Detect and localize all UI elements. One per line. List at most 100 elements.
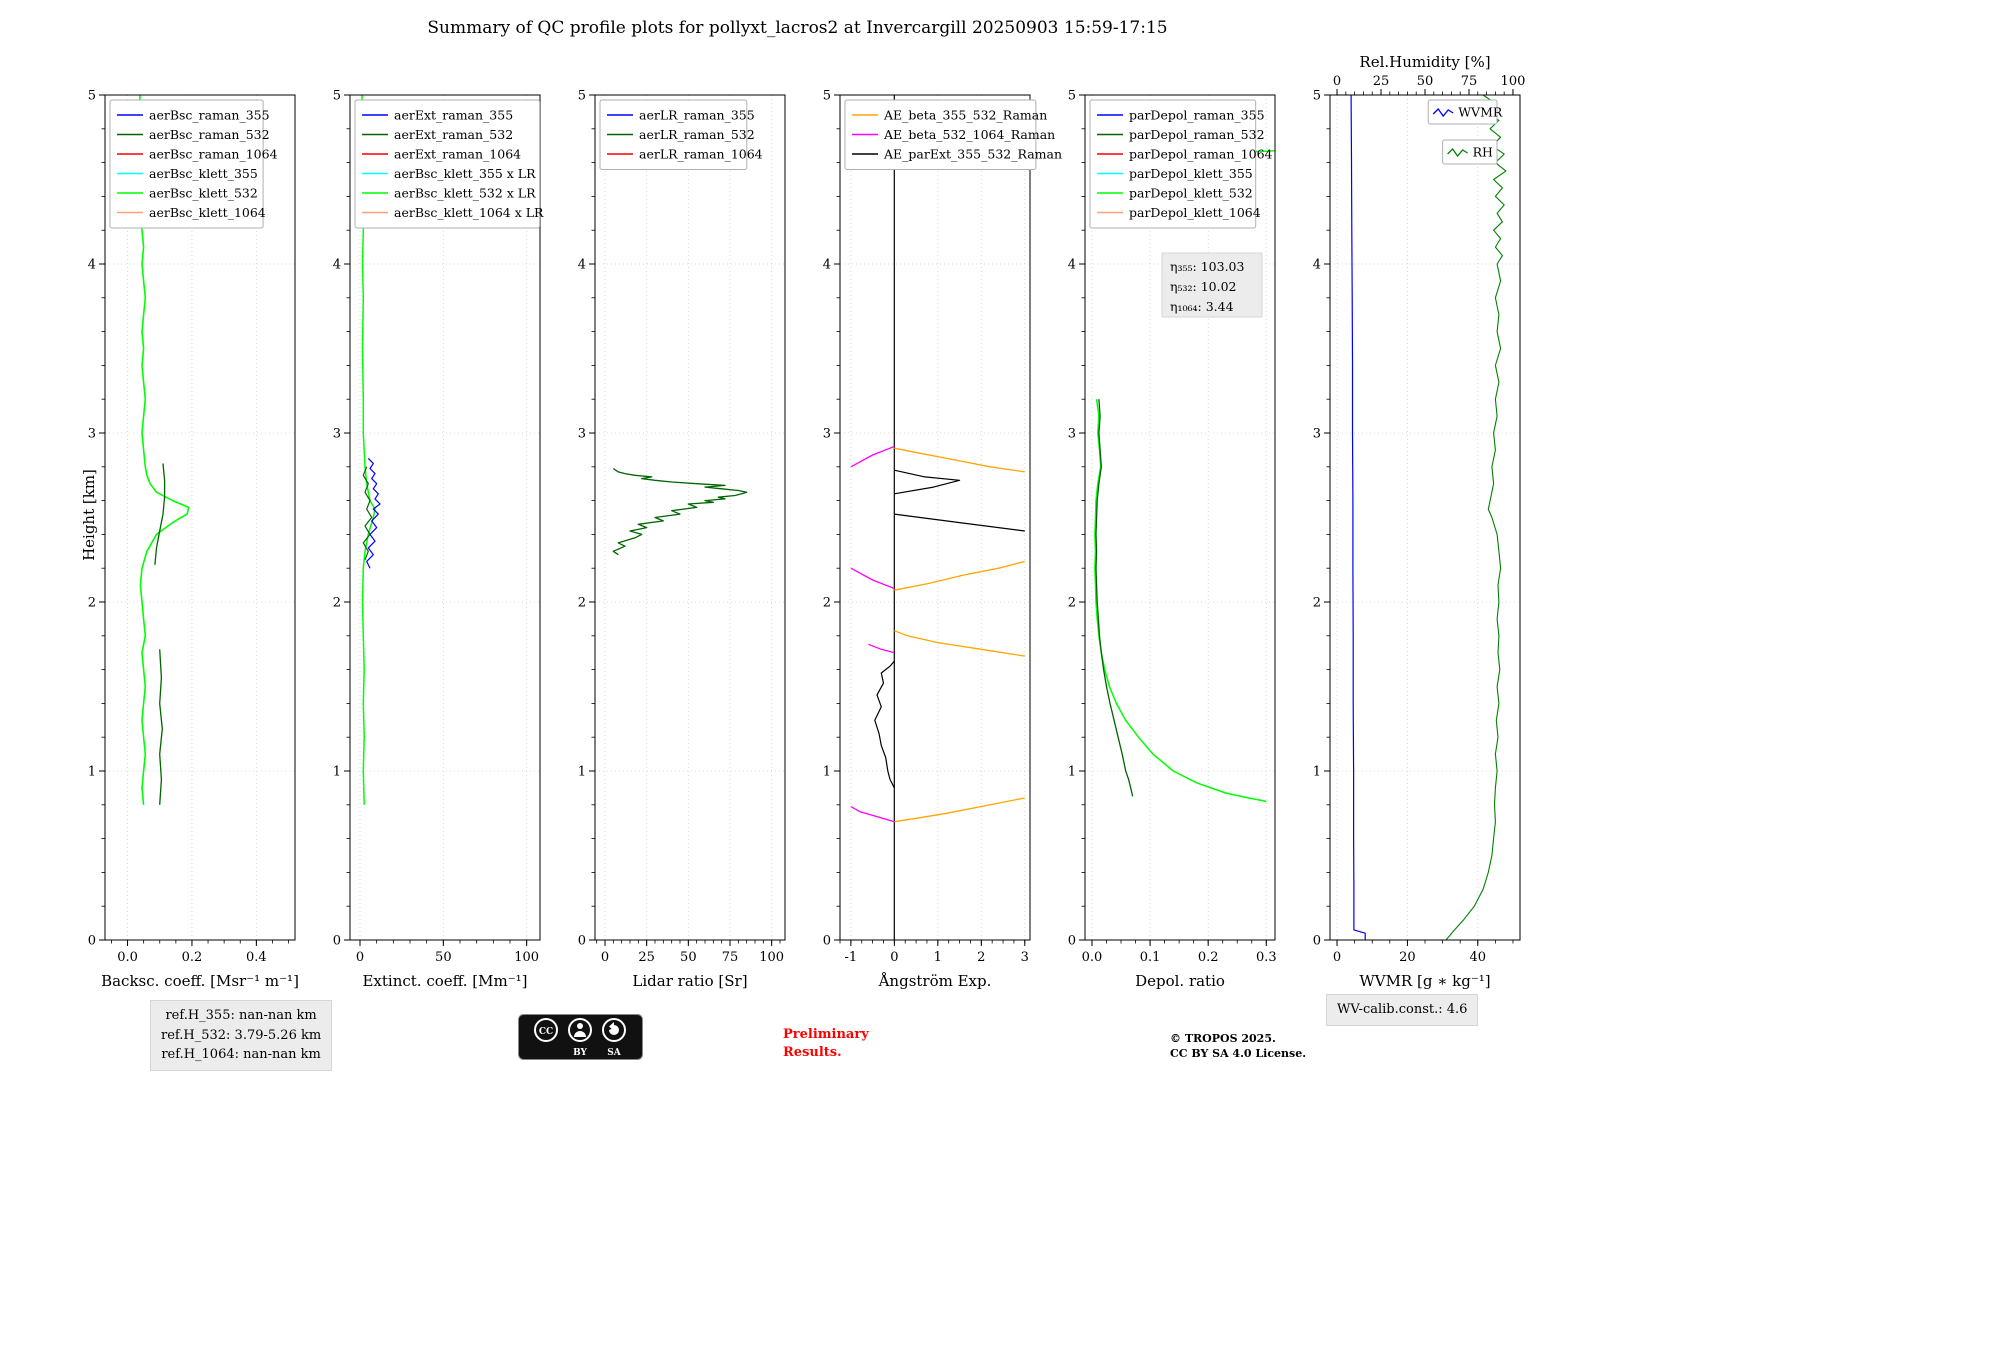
- series-AE_beta_532_1064_Raman: [850, 805, 895, 823]
- x-axis-label: Extinct. coeff. [Mm⁻¹]: [362, 972, 527, 990]
- legend: aerBsc_raman_355 aerBsc_raman_532 aerBsc_r…: [109, 99, 278, 229]
- sa-arrow-glyph: [609, 1022, 619, 1035]
- x-tick-label: 50: [435, 950, 452, 965]
- y-tick-label: 2: [578, 596, 586, 611]
- top-tick-label: 100: [1501, 74, 1526, 89]
- x-tick-label: 0.3: [1256, 950, 1277, 965]
- plot-border: [594, 94, 786, 941]
- y-tick-label: 4: [823, 258, 831, 273]
- x-tick-label: 0: [890, 950, 898, 965]
- y-tick-label: 5: [88, 89, 96, 104]
- series-AE_beta_532_1064_Raman: [850, 445, 895, 468]
- x-axis-label: WVMR [g ∗ kg⁻¹]: [1359, 972, 1490, 990]
- x-axis-label: Backsc. coeff. [Msr⁻¹ m⁻¹]: [101, 972, 299, 990]
- axis-ticks: 0 1 2 3 4 5 0.0 0.2 0.4: [88, 89, 289, 965]
- series-AE_beta_355_532_Raman: [894, 447, 1025, 473]
- x-tick-label: 75: [722, 950, 739, 965]
- tropos-line2: CC BY SA 4.0 License.: [1170, 1047, 1307, 1061]
- y-tick-label: 3: [88, 427, 96, 442]
- y-tick-label: 2: [1068, 596, 1076, 611]
- tropos-line1: © TROPOS 2025.: [1170, 1032, 1276, 1045]
- gridlines: [1085, 94, 1275, 941]
- gridlines: [105, 94, 295, 941]
- y-tick-label: 3: [1313, 427, 1321, 442]
- y-tick-label: 3: [578, 427, 586, 442]
- y-tick-label: 2: [333, 596, 341, 611]
- y-tick-label: 0: [823, 934, 831, 949]
- x-tick-label: 25: [638, 950, 655, 965]
- legend-label: parDepol_klett_532: [1129, 186, 1253, 201]
- legend-label: parDepol_klett_355: [1129, 166, 1253, 181]
- x-tick-label: 0.0: [1082, 950, 1103, 965]
- gridlines: [840, 94, 1030, 941]
- y-tick-label: 2: [1313, 596, 1321, 611]
- y-tick-label: 1: [333, 765, 341, 780]
- legend-label: parDepol_klett_1064: [1129, 205, 1261, 220]
- annotation-line: η₁₀₆₄: 3.44: [1170, 299, 1234, 314]
- gridlines: [595, 94, 785, 941]
- series-parDepol_klett_532: [1094, 399, 1267, 803]
- series-AE_beta_532_1064_Raman: [868, 643, 895, 654]
- y-tick-label: 0: [88, 934, 96, 949]
- y-tick-label: 5: [823, 89, 831, 104]
- x-tick-label: 0.1: [1140, 950, 1161, 965]
- series-aerBsc_raman_532: [159, 649, 163, 805]
- preliminary-line2: Results.: [783, 1044, 842, 1060]
- series-AE_beta_355_532_Raman: [894, 630, 1025, 657]
- x-tick-label: 0: [601, 950, 609, 965]
- legend-label: RH: [1473, 145, 1493, 160]
- x-tick-label: 100: [759, 950, 784, 965]
- top-axis-label: Rel.Humidity [%]: [1359, 53, 1490, 71]
- cc-icon: [534, 1018, 558, 1042]
- series-RH: [1445, 95, 1507, 940]
- y-tick-label: 0: [333, 934, 341, 949]
- y-tick-label: 3: [333, 427, 341, 442]
- legend-label: aerLR_raman_532: [639, 127, 755, 142]
- series-aerLR_raman_532: [612, 467, 748, 556]
- x-tick-label: 2: [977, 950, 985, 965]
- y-tick-label: 5: [1068, 89, 1076, 104]
- legend-label: aerExt_raman_355: [394, 108, 513, 123]
- panel-angstroem: 0 1 2 3 4 5 -1 0 1 2 3 Ångström Exp. AE_beta_355_532…: [823, 89, 1062, 991]
- legend-label: aerBsc_klett_532: [149, 186, 258, 201]
- x-tick-label: 0: [356, 950, 364, 965]
- y-tick-label: 4: [1068, 258, 1076, 273]
- y-tick-label: 1: [1313, 765, 1321, 780]
- series-WVMR: [1350, 95, 1366, 940]
- x-tick-label: 0.0: [117, 950, 138, 965]
- axis-ticks: 0 1 2 3 4 5 -1 0 1 2 3: [823, 89, 1029, 966]
- wv-calibration-constant: WV-calib.const.: 4.6: [1326, 994, 1479, 1026]
- legend-label: aerBsc_klett_532 x LR: [394, 186, 536, 201]
- sa-label: SA: [607, 1048, 621, 1058]
- series-AE_beta_355_532_Raman: [894, 797, 1025, 823]
- legend-label: aerLR_raman_1064: [639, 147, 763, 162]
- top-tick-label: 50: [1417, 74, 1434, 89]
- legend-label: aerExt_raman_1064: [394, 147, 521, 162]
- legend-item-WVMR: WVMR: [1427, 99, 1503, 125]
- series-aerExt_raman_532: [362, 466, 373, 561]
- legend-label: parDepol_raman_355: [1129, 108, 1265, 123]
- x-tick-label: 3: [1021, 950, 1029, 965]
- y-tick-label: 4: [333, 258, 341, 273]
- legend-label: AE_beta_532_1064_Raman: [883, 127, 1055, 142]
- ref-height-355: ref.H_355: nan-nan km: [165, 1008, 317, 1023]
- top-tick-label: 25: [1373, 74, 1390, 89]
- y-tick-label: 1: [1068, 765, 1076, 780]
- y-tick-label: 2: [823, 596, 831, 611]
- legend-label: aerBsc_raman_1064: [149, 147, 278, 162]
- ref-height-532: ref.H_532: 3.79-5.26 km: [161, 1027, 322, 1043]
- y-tick-label: 1: [578, 765, 586, 780]
- y-tick-label: 4: [88, 258, 96, 273]
- y-tick-label: 5: [578, 89, 586, 104]
- panel-depol-ratio: 0 1 2 3 4 5 0.0 0.1 0.2 0.3 Depol. ratio parDepol_r…: [1068, 89, 1277, 991]
- series-aerBsc_raman_532: [154, 463, 166, 565]
- x-axis-label: Lidar ratio [Sr]: [632, 972, 747, 990]
- series-AE_parExt_355_532_Raman: [894, 469, 961, 495]
- x-tick-label: 1: [934, 950, 942, 965]
- plot-border: [349, 94, 541, 941]
- by-label: BY: [573, 1048, 587, 1058]
